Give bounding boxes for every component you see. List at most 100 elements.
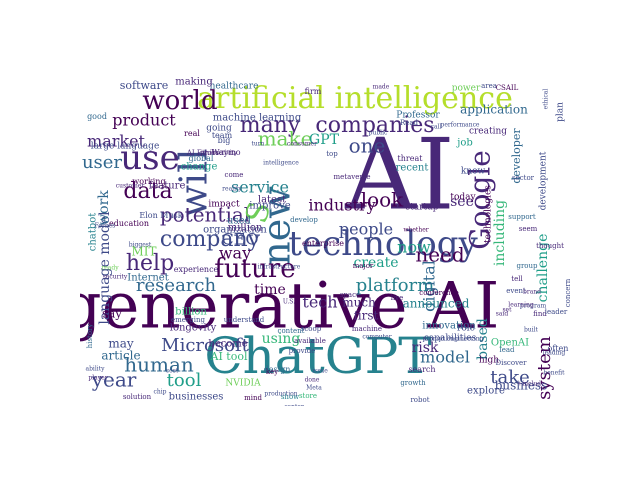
word-cloud-term: role [457, 324, 475, 334]
word-cloud-term: history [86, 324, 94, 349]
word-cloud-term: solution [123, 393, 152, 401]
word-cloud-term: store [299, 392, 317, 400]
word-cloud-term: using [262, 331, 301, 347]
word-cloud-term: artificial intelligence [197, 81, 513, 116]
word-cloud-term: tech [302, 293, 337, 312]
word-cloud-term: capabilities [424, 334, 477, 344]
word-cloud-term: creating [469, 127, 507, 137]
word-cloud-term: today [450, 193, 476, 203]
word-cloud-term: emerging [171, 316, 205, 324]
word-cloud-term: +include [517, 381, 545, 388]
word-cloud-term: Internet [127, 273, 168, 284]
word-cloud-term: tell [511, 275, 523, 283]
word-cloud-term: productivity [201, 150, 238, 157]
word-cloud-term: design [264, 365, 291, 374]
word-cloud-term: seem [519, 225, 538, 233]
word-cloud-term: benefit [543, 370, 565, 377]
word-cloud-term: going [206, 124, 232, 134]
word-cloud-term: provide [289, 347, 316, 355]
word-cloud-term: Professor [396, 111, 440, 121]
word-cloud-term: one [349, 134, 386, 158]
word-cloud-term: latest [258, 195, 286, 206]
word-cloud-term: intelligence [263, 160, 299, 167]
word-cloud-term: announced [403, 297, 470, 311]
word-cloud-term: technologies [484, 185, 494, 243]
word-cloud-term: world [142, 86, 217, 116]
word-cloud-term: plan [556, 102, 566, 122]
word-cloud-term: computer [362, 334, 391, 341]
word-cloud-term: machine [352, 325, 382, 333]
word-cloud-term: set [502, 307, 512, 314]
word-cloud-term: call [431, 124, 442, 131]
word-cloud-term: MIT [131, 245, 156, 259]
word-cloud-term: live [391, 294, 404, 302]
word-cloud-term: top [326, 150, 338, 158]
word-cloud-term: way [219, 244, 251, 263]
word-cloud-term: Microsoft [161, 335, 249, 356]
word-cloud-term: will [172, 149, 216, 218]
word-cloud-term: infrastructure [258, 264, 301, 271]
word-cloud-term: platform [356, 275, 434, 296]
word-cloud-term: Google [464, 150, 497, 250]
word-cloud-term: tool [167, 370, 202, 391]
word-cloud-term: support [508, 213, 536, 221]
word-cloud-term: CEO [221, 230, 258, 249]
word-cloud-term: challenge [535, 234, 551, 303]
word-cloud-term: ready [101, 265, 119, 272]
word-cloud-term: power [452, 84, 481, 94]
word-cloud-term: find [533, 310, 547, 318]
word-cloud-term: production [264, 391, 297, 398]
word-cloud-term: AI tool [210, 350, 248, 363]
word-cloud-term: industry [308, 196, 375, 215]
word-cloud-term: made [373, 84, 390, 91]
word-cloud-term: data [123, 179, 172, 204]
word-cloud-term: prompt engineering [423, 336, 484, 343]
word-cloud-term: look [361, 188, 404, 212]
word-cloud-term: people [339, 220, 393, 239]
word-cloud-term: chatbot [88, 213, 99, 251]
word-cloud-term: generative AI [80, 270, 499, 344]
word-cloud-term: biggest [129, 242, 152, 249]
word-cloud-term: thought [536, 242, 564, 250]
word-cloud-term: make [258, 127, 313, 151]
word-cloud-term: innovation [422, 321, 476, 332]
word-cloud-term: use [120, 138, 179, 178]
word-cloud-term: business [495, 379, 548, 393]
word-cloud-term: high [479, 356, 499, 366]
word-cloud-term: based [475, 318, 491, 360]
word-cloud-term: robot [410, 396, 429, 404]
word-cloud-term: concern [564, 278, 572, 307]
word-cloud-term: often [548, 344, 569, 353]
word-cloud-term: change [181, 162, 218, 173]
word-cloud-term: service [231, 178, 289, 197]
word-cloud-term: technology [288, 224, 478, 264]
word-cloud-term: improve [249, 201, 291, 212]
word-cloud-term: software [120, 79, 169, 92]
word-cloud-term: application [460, 103, 528, 117]
word-cloud-term: much [342, 296, 376, 310]
word-cloud-term: develop [290, 216, 318, 224]
word-cloud-term: customer [116, 183, 145, 190]
word-cloud-term: making [175, 77, 213, 88]
word-cloud-term: AI Ethics [186, 149, 220, 157]
word-cloud-term: become [208, 339, 247, 350]
word-cloud-term: healthcare [210, 82, 259, 92]
word-cloud-term: good [87, 112, 107, 121]
word-cloud-term: center [284, 404, 304, 407]
word-cloud-term: chip [154, 389, 167, 396]
word-cloud-term: research [136, 275, 217, 296]
word-cloud-term: space [340, 291, 360, 299]
word-cloud-term: time [254, 282, 286, 298]
word-cloud-term: major [353, 262, 374, 270]
word-cloud-term: recent [396, 163, 429, 174]
word-cloud-term: human [124, 353, 194, 377]
word-cloud-term: available [294, 337, 326, 345]
word-cloud-term: U.S. [283, 299, 295, 306]
word-cloud-term: now [397, 238, 431, 257]
word-cloud-term: ability [86, 366, 106, 373]
word-cloud-term: come [225, 171, 244, 179]
word-cloud-term: GPT [309, 132, 340, 148]
word-cloud-term: including [492, 200, 508, 266]
word-cloud-term: large language [91, 142, 160, 152]
word-cloud-term: done [305, 377, 320, 384]
